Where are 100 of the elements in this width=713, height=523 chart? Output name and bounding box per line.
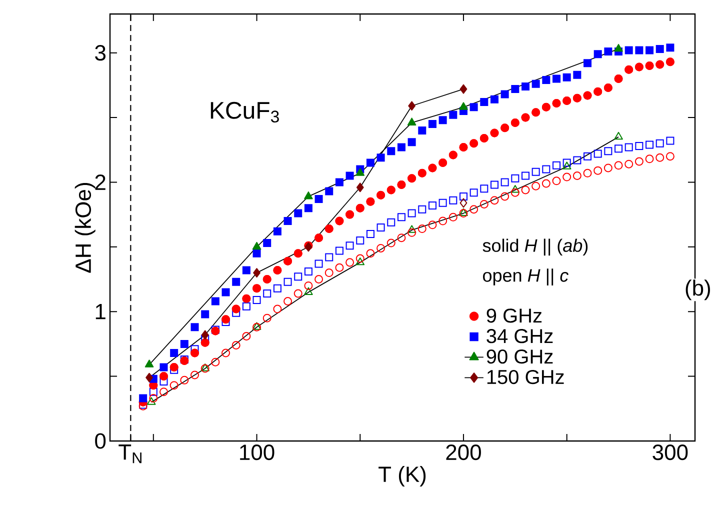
point [500,90,509,98]
y-tick-label: 1 [96,304,106,320]
x-axis-title: T (K) [378,466,426,486]
annotation: KCuF$_{3}$ [210,102,279,123]
point [624,160,634,168]
point [408,209,416,218]
point [294,289,302,298]
point [190,323,199,332]
point [397,143,406,152]
point [666,44,674,52]
point [562,158,571,167]
point [470,103,478,112]
point [510,184,520,193]
point [356,168,365,176]
point [170,381,178,390]
point [552,74,561,83]
point [149,388,158,396]
point [511,174,520,182]
point [160,377,168,386]
point [604,48,612,56]
point [222,348,230,358]
point [366,230,374,238]
point [387,147,396,156]
point [304,281,313,290]
point [346,242,354,250]
point [573,70,582,79]
point [459,102,468,110]
point [449,196,458,204]
legend-label: 34 GHz [486,329,553,344]
point [634,157,644,166]
x-tick-label: 300 [652,444,688,460]
point [500,178,509,186]
point [146,397,156,405]
point [304,287,313,295]
point [294,209,302,218]
point [263,289,272,298]
point [418,224,426,234]
point [397,213,406,222]
point [562,73,571,82]
point [594,50,602,58]
point [335,263,344,272]
point [666,152,674,161]
point [532,168,540,176]
point [438,116,447,124]
point [562,162,572,170]
point [386,238,396,248]
point [480,184,488,193]
point [144,360,154,368]
point [511,85,520,94]
point [263,239,272,248]
point [666,136,674,145]
point [408,228,416,237]
y-axis-title: ΔH (kOe) [74,183,96,273]
point [314,275,324,284]
point [594,166,602,175]
point [146,372,153,382]
point [428,202,436,210]
point [418,126,426,134]
point [149,394,158,403]
point [170,349,178,358]
point [480,98,488,106]
point [418,205,426,214]
point [490,196,499,205]
point [428,220,437,230]
point [500,192,510,201]
point [376,154,385,162]
point [614,132,623,140]
point [284,297,292,306]
y-tick-label: 3 [95,45,106,61]
point [542,165,550,174]
point [470,205,478,214]
annotation: open H || c [483,268,568,286]
point [190,370,200,380]
point [356,257,365,266]
point [573,156,582,164]
point [273,227,282,236]
point [552,176,561,186]
point [222,288,230,296]
point [294,272,302,281]
point [604,164,612,172]
point [635,46,644,54]
point [645,154,654,164]
point [407,225,416,233]
y-tick-label: 2 [95,174,106,190]
point [284,278,292,286]
point [635,142,644,150]
point [604,147,612,156]
point [594,150,602,158]
point [325,187,334,196]
point [262,314,272,322]
point [646,46,654,54]
point [253,268,260,278]
point [324,268,334,278]
point [356,182,364,192]
point [614,144,623,153]
legend-label: 90 GHz [486,349,553,364]
point [314,195,323,204]
point [552,161,561,170]
x-tick-label: 200 [446,444,481,460]
point [211,358,220,366]
